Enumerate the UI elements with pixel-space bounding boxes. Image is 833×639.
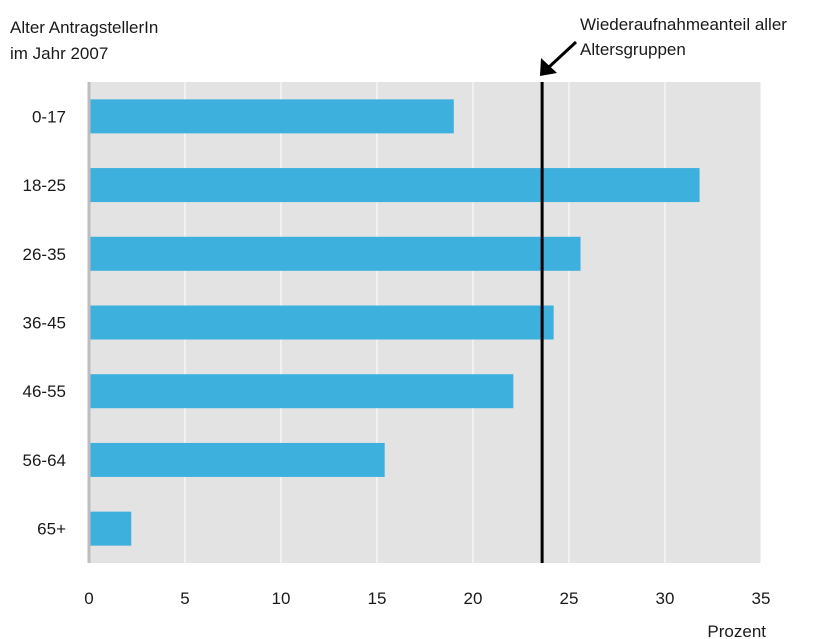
category-label: 46-55 — [23, 382, 66, 401]
reference-label-line-2: Altersgruppen — [580, 40, 686, 59]
x-tick-label: 10 — [272, 589, 291, 608]
bar-0-17 — [89, 99, 454, 134]
reference-label-line-1: Wiederaufnahmeanteil aller — [580, 15, 787, 34]
bars — [89, 99, 700, 546]
x-tick-label: 5 — [180, 589, 189, 608]
bar-18-25 — [89, 168, 700, 203]
category-label: 36-45 — [23, 314, 66, 333]
chart-title-line-2: im Jahr 2007 — [10, 44, 108, 63]
bar-65+ — [89, 511, 132, 546]
bar-46-55 — [89, 374, 514, 409]
bar-36-45 — [89, 305, 554, 340]
category-label: 18-25 — [23, 176, 66, 195]
x-tick-label: 30 — [656, 589, 675, 608]
reference-arrow — [540, 40, 578, 76]
category-label: 65+ — [37, 520, 66, 539]
x-tick-label: 25 — [560, 589, 579, 608]
x-tick-label: 0 — [84, 589, 93, 608]
x-axis-label: Prozent — [707, 622, 766, 639]
chart-title-line-1: Alter AntragstellerIn — [10, 18, 158, 37]
category-label: 26-35 — [23, 245, 66, 264]
category-label: 56-64 — [23, 451, 66, 470]
x-tick-label: 35 — [752, 589, 771, 608]
x-tick-labels: 0 5 10 15 20 25 30 35 — [84, 589, 770, 608]
x-tick-label: 15 — [368, 589, 387, 608]
category-labels: 0-17 18-25 26-35 36-45 46-55 56-64 65+ — [23, 107, 67, 538]
category-label: 0-17 — [32, 107, 66, 126]
bar-56-64 — [89, 442, 385, 477]
x-tick-label: 20 — [464, 589, 483, 608]
bar-26-35 — [89, 236, 581, 271]
